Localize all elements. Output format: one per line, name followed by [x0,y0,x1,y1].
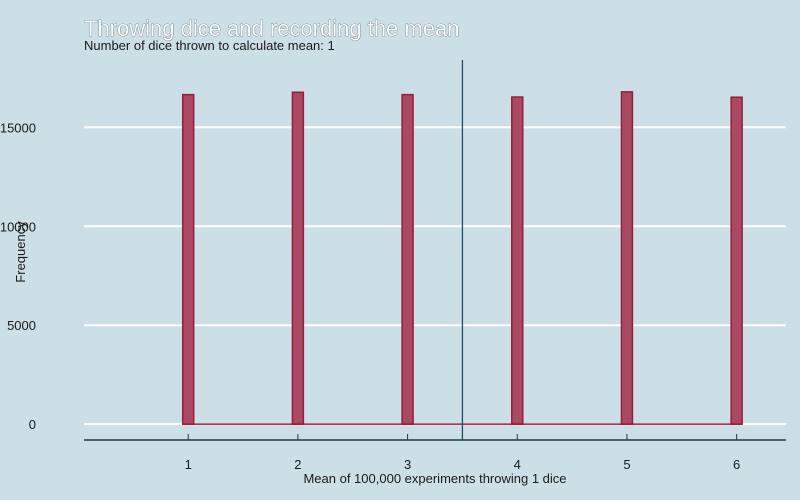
x-tick-label: 4 [514,457,521,472]
y-axis-title: Frequency [13,221,28,283]
bar [511,96,524,425]
y-ticks: 0 5000 10000 15000 [0,120,36,432]
chart-subtitle: Number of dice thrown to calculate mean:… [84,38,335,53]
bar [620,91,634,425]
bar [730,96,743,425]
x-ticks: 1 2 3 4 5 6 [185,434,740,472]
x-tick-label: 3 [404,457,411,472]
bar [401,93,414,425]
bar [181,93,195,425]
y-tick-label: 15000 [0,120,36,135]
x-tick-label: 1 [185,457,192,472]
y-tick-label: 5000 [7,318,36,333]
chart-title: Throwing dice and recording the mean [84,16,459,41]
bar [291,91,305,425]
y-tick-label: 0 [29,417,36,432]
x-tick-label: 5 [623,457,630,472]
x-tick-label: 6 [733,457,740,472]
y-tick-label: 10000 [0,219,36,234]
x-axis-title: Mean of 100,000 experiments throwing 1 d… [303,471,566,486]
x-tick-label: 2 [294,457,301,472]
